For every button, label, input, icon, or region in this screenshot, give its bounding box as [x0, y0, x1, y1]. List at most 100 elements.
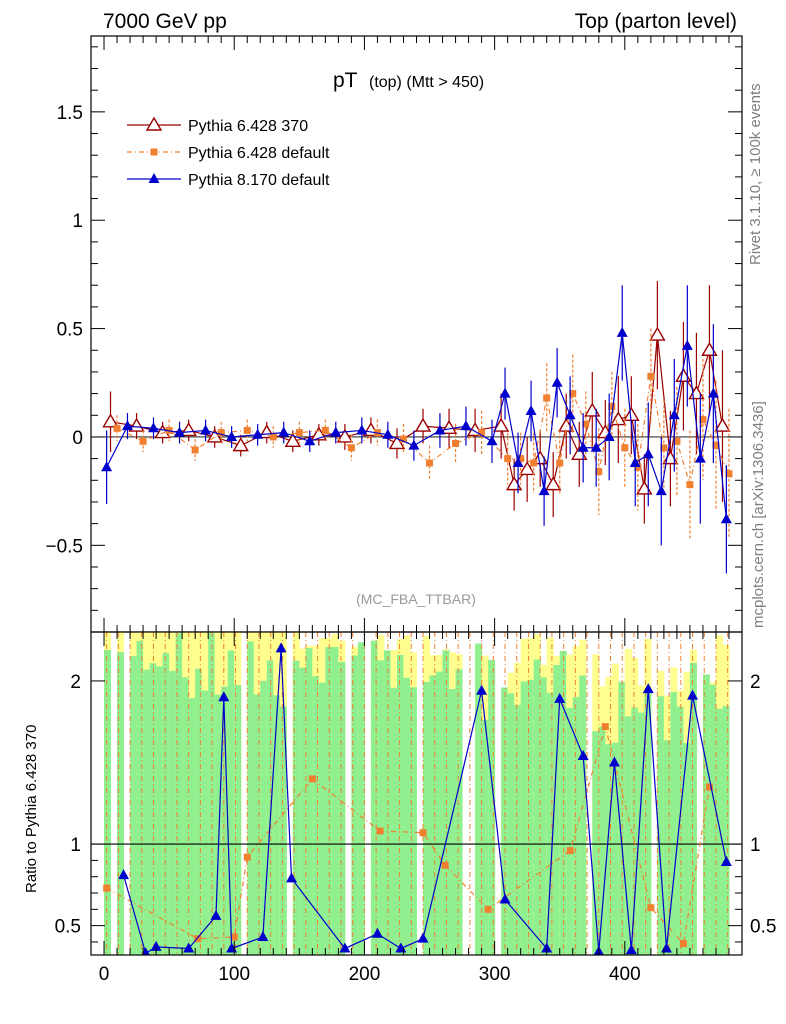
data-point [414, 417, 432, 432]
legend-label: Pythia 6.428 370 [188, 118, 308, 135]
side-label-top: Rivet 3.1.10, ≥ 100k events [747, 83, 764, 265]
ratio-point [183, 942, 195, 953]
band-inner [657, 696, 665, 955]
band-inner [618, 681, 626, 955]
data-point [121, 420, 133, 431]
band-inner [338, 661, 346, 955]
band-inner [253, 694, 261, 955]
band-inner [449, 689, 457, 955]
ratio-series-1 [118, 642, 732, 955]
x-tick-label: 300 [479, 964, 511, 985]
ratio-y-tick-label-right: 0.5 [750, 917, 776, 938]
band-inner [488, 659, 496, 955]
data-point [284, 432, 302, 447]
main-series-1 [113, 328, 733, 539]
ratio-point [608, 756, 620, 767]
data-point [226, 430, 238, 441]
band-inner [370, 640, 378, 955]
data-point [518, 461, 536, 476]
band-inner [507, 693, 515, 955]
band-inner [475, 643, 483, 955]
data-point [712, 442, 720, 450]
data-point [603, 430, 615, 441]
ratio-point [642, 683, 654, 694]
ratio-point [476, 684, 488, 695]
ratio-point [118, 869, 130, 880]
ratio-axis-ticks: 0.5 0.5 1 1 2 2 [55, 632, 776, 955]
data-point [304, 435, 316, 446]
ratio-point [243, 853, 251, 861]
band-inner [130, 656, 138, 955]
data-point [356, 424, 368, 435]
main-y-tick-label: 1.5 [57, 103, 83, 124]
band-inner [611, 742, 619, 955]
band-inner [683, 743, 691, 955]
ratio-point [371, 927, 383, 938]
data-point [543, 394, 551, 402]
band-inner [566, 707, 574, 955]
data-point [217, 429, 225, 437]
ratio-point [194, 935, 202, 943]
band-inner [520, 681, 528, 955]
data-point [668, 409, 680, 420]
ratio-point [141, 947, 150, 955]
band-inner [292, 660, 300, 955]
band-inner [396, 654, 404, 955]
ratio-data-layer [91, 632, 742, 955]
main-data-layer [91, 280, 742, 574]
header-left: 7000 GeV pp [103, 10, 227, 33]
ratio-point [625, 944, 637, 955]
data-point [647, 372, 655, 380]
ratio-series-line [122, 648, 727, 955]
legend-marker [145, 116, 163, 131]
band-inner [579, 675, 587, 955]
ratio-point [210, 909, 222, 920]
band-inner [540, 677, 548, 955]
band-inner [624, 716, 632, 955]
data-point [564, 409, 576, 420]
ratio-point [275, 642, 287, 653]
band-inner [299, 667, 307, 955]
data-point [530, 459, 538, 467]
legend-label: Pythia 6.428 default [188, 145, 330, 162]
band-inner [149, 663, 157, 955]
ratio-panel: 0.5 0.5 1 1 2 2 Ratio to Pythia 6.428 370 [23, 631, 776, 956]
data-point [686, 481, 694, 489]
band-inner [234, 685, 242, 955]
x-tick-label: 200 [349, 964, 381, 985]
data-point [180, 422, 197, 437]
band-inner [312, 676, 320, 955]
band-inner [169, 670, 177, 955]
band-inner [279, 706, 287, 955]
data-point [714, 417, 731, 432]
ratio-point [308, 775, 316, 783]
ratio-y-tick-label-right: 1 [750, 835, 761, 856]
data-point [232, 437, 249, 452]
band-inner [429, 675, 437, 955]
band-inner [182, 677, 190, 955]
band-inner [709, 684, 717, 955]
data-point [544, 476, 562, 491]
ratio-point [705, 783, 713, 791]
data-point [694, 452, 706, 463]
data-point [408, 439, 420, 450]
data-point [102, 413, 119, 428]
main-title: pT (top) (Mtt > 450) [333, 69, 484, 92]
band-inner [208, 633, 216, 955]
data-point [139, 437, 147, 445]
data-point [295, 429, 303, 437]
band-inner [117, 652, 125, 955]
data-point [478, 429, 486, 437]
band-inner [409, 687, 417, 955]
band-inner [273, 695, 281, 955]
ratio-y-tick-label-right: 2 [750, 672, 761, 693]
x-tick-label: 400 [609, 964, 641, 985]
band-inner [592, 731, 600, 955]
band-inner [357, 642, 365, 955]
band-inner [247, 641, 255, 955]
data-point [621, 444, 629, 452]
band-inner [377, 660, 385, 955]
data-point [577, 441, 589, 452]
data-point [701, 341, 718, 356]
data-point [512, 456, 524, 467]
